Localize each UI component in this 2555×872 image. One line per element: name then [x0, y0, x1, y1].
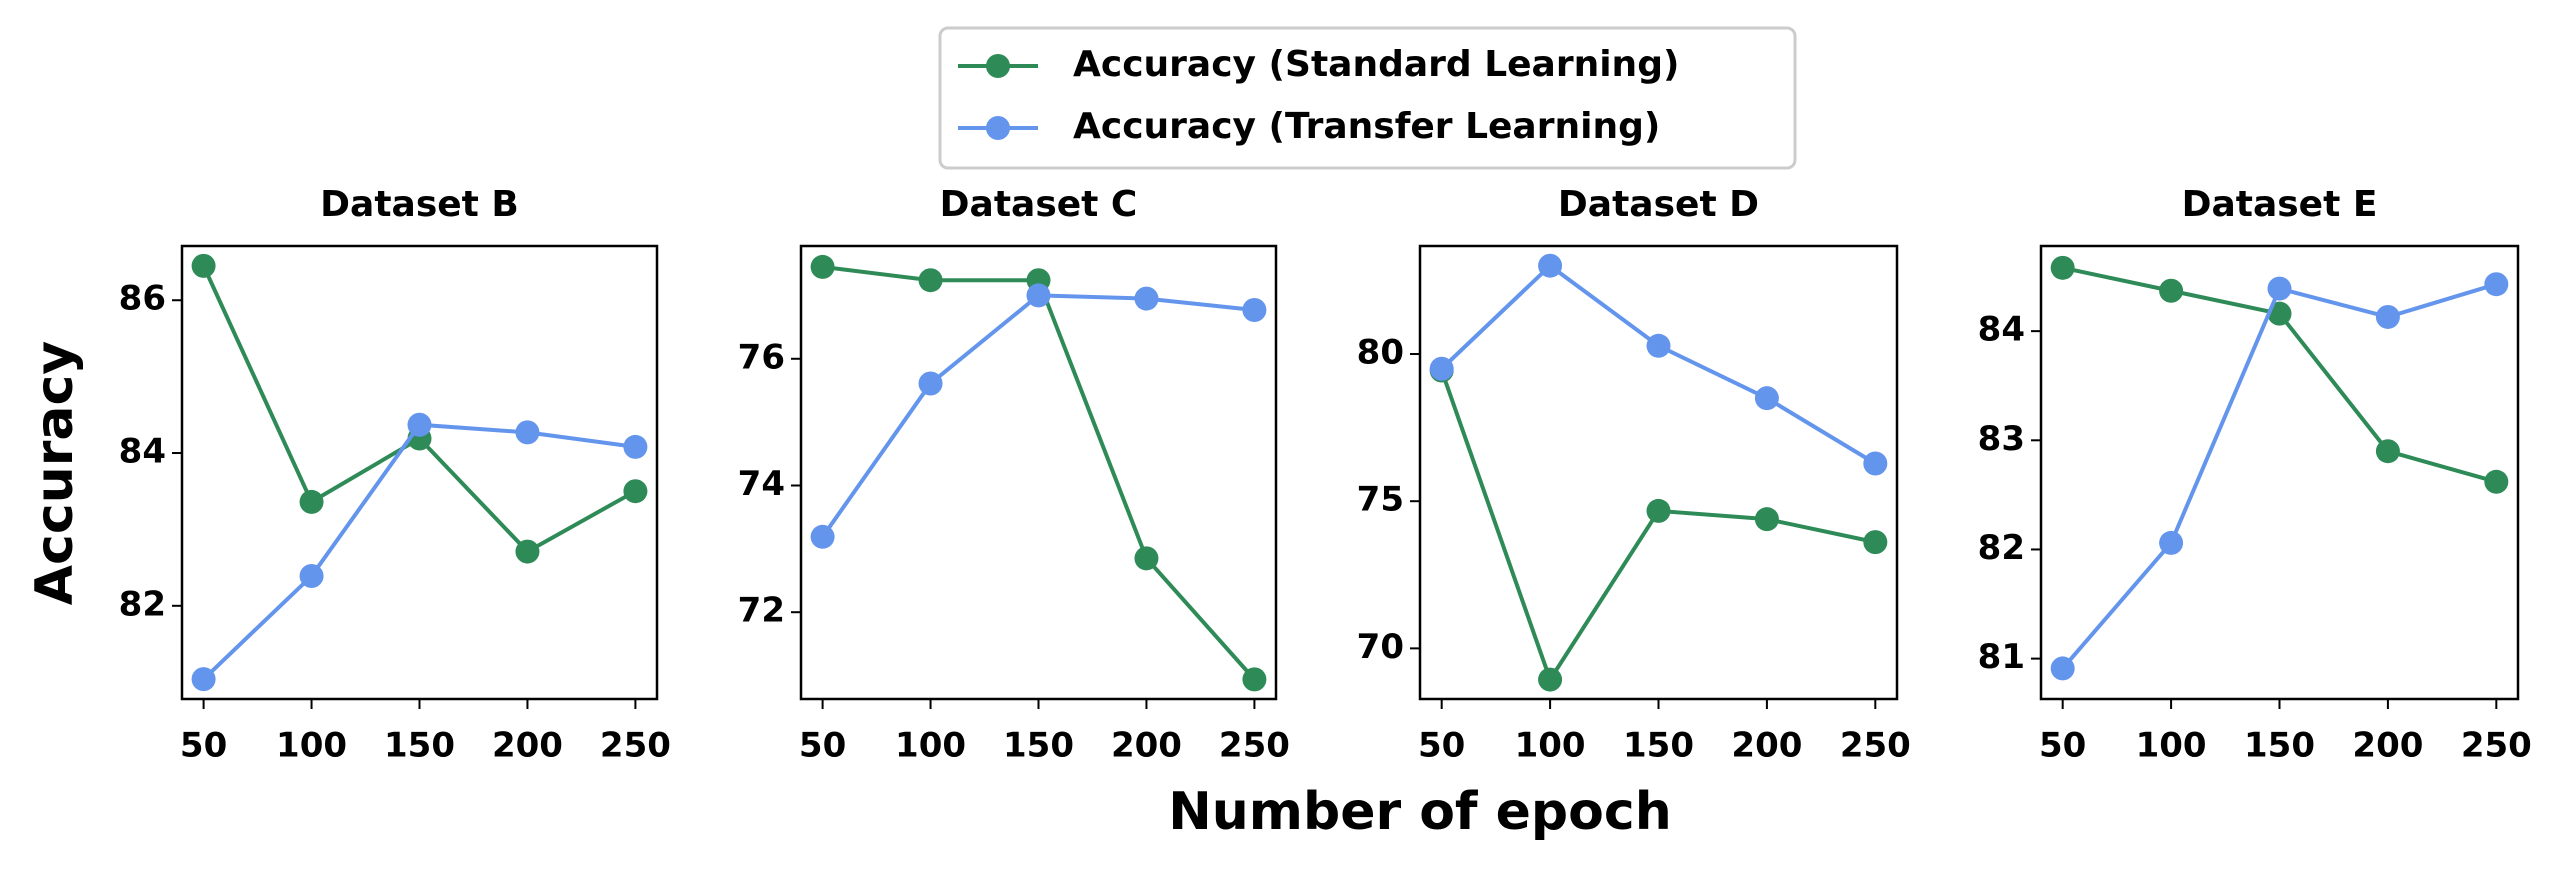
data-point [1863, 530, 1888, 555]
series-line [202, 422, 636, 681]
data-point [1754, 386, 1779, 411]
axes-frame [2039, 244, 2520, 701]
y-tick-label: 76 [738, 337, 785, 377]
data-point [1134, 546, 1159, 571]
y-tick-label: 80 [1357, 333, 1404, 373]
data-point [623, 434, 648, 459]
y-tick-label: 82 [119, 584, 166, 624]
x-tick-label: 200 [492, 726, 563, 766]
data-point [191, 667, 216, 692]
axes-frame [180, 244, 659, 701]
x-tick-label: 250 [1840, 726, 1911, 766]
data-point [1646, 498, 1671, 523]
y-tick-label: 84 [119, 432, 166, 472]
x-tick-label: 150 [2244, 726, 2315, 766]
data-point [2484, 469, 2509, 494]
data-point [2375, 439, 2400, 464]
legend-label: Accuracy (Transfer Learning) [1073, 106, 1660, 147]
panel-title: Dataset B [320, 184, 519, 225]
y-tick-label: 70 [1357, 627, 1404, 667]
data-point [1646, 333, 1671, 358]
data-point [810, 254, 835, 279]
series-line [201, 265, 637, 555]
y-tick-label: 82 [1978, 528, 2025, 568]
data-point [2375, 304, 2400, 329]
legend-marker [986, 54, 1010, 78]
x-axis-label: Number of epoch [1168, 782, 1671, 842]
x-tick-label: 50 [180, 726, 227, 766]
axes-frame [799, 244, 1278, 701]
x-tick-label: 200 [2352, 726, 2423, 766]
legend-marker [986, 116, 1010, 140]
data-point [1754, 507, 1779, 532]
panel-title: Dataset E [2182, 184, 2378, 225]
x-tick-label: 50 [799, 726, 846, 766]
data-point [1242, 667, 1267, 692]
y-tick-label: 86 [119, 279, 166, 319]
data-point [2267, 276, 2292, 301]
data-point [407, 412, 432, 437]
data-point [918, 371, 943, 396]
series-line [1440, 263, 1877, 466]
data-point [1538, 667, 1563, 692]
data-point [1429, 356, 1454, 381]
x-tick-label: 250 [2461, 726, 2532, 766]
panel-title: Dataset D [1558, 184, 1759, 225]
series-line [822, 264, 1256, 681]
y-tick-label: 74 [738, 464, 785, 504]
legend-box [938, 26, 1797, 170]
x-tick-label: 100 [895, 726, 966, 766]
y-tick-label: 81 [1978, 637, 2025, 677]
x-tick-label: 100 [1515, 726, 1586, 766]
axes-frame [1418, 244, 1899, 701]
y-axis-label: Accuracy [25, 341, 85, 605]
data-point [2050, 656, 2075, 681]
x-tick-label: 100 [2136, 726, 2207, 766]
x-tick-label: 150 [384, 726, 455, 766]
x-tick-label: 200 [1111, 726, 1182, 766]
data-point [299, 489, 324, 514]
x-tick-label: 50 [1418, 726, 1465, 766]
y-tick-label: 72 [738, 591, 785, 631]
x-tick-label: 150 [1003, 726, 1074, 766]
y-tick-label: 83 [1978, 419, 2025, 459]
x-tick-label: 100 [276, 726, 347, 766]
data-point [1242, 297, 1267, 322]
y-tick-label: 75 [1357, 480, 1404, 520]
x-tick-label: 250 [600, 726, 671, 766]
data-point [191, 253, 216, 278]
data-point [623, 479, 648, 504]
data-point [299, 564, 324, 589]
data-point [1026, 283, 1051, 308]
panel-title: Dataset C [940, 184, 1138, 225]
data-point [2159, 278, 2184, 303]
series-line [820, 293, 1255, 538]
y-tick-label: 84 [1978, 310, 2025, 350]
data-point [2159, 530, 2184, 555]
data-point [1538, 253, 1563, 278]
data-point [1134, 286, 1159, 311]
series-line [1439, 369, 1876, 685]
data-point [515, 539, 540, 564]
data-point [515, 420, 540, 445]
x-tick-label: 250 [1219, 726, 1290, 766]
data-point [2484, 272, 2509, 297]
data-point [918, 268, 943, 293]
x-tick-label: 50 [2039, 726, 2086, 766]
data-point [2050, 255, 2075, 280]
legend-label: Accuracy (Standard Learning) [1073, 44, 1679, 85]
data-point [810, 524, 835, 549]
series-line [2061, 282, 2497, 670]
x-tick-label: 200 [1731, 726, 1802, 766]
data-point [1863, 451, 1888, 476]
x-tick-label: 150 [1623, 726, 1694, 766]
